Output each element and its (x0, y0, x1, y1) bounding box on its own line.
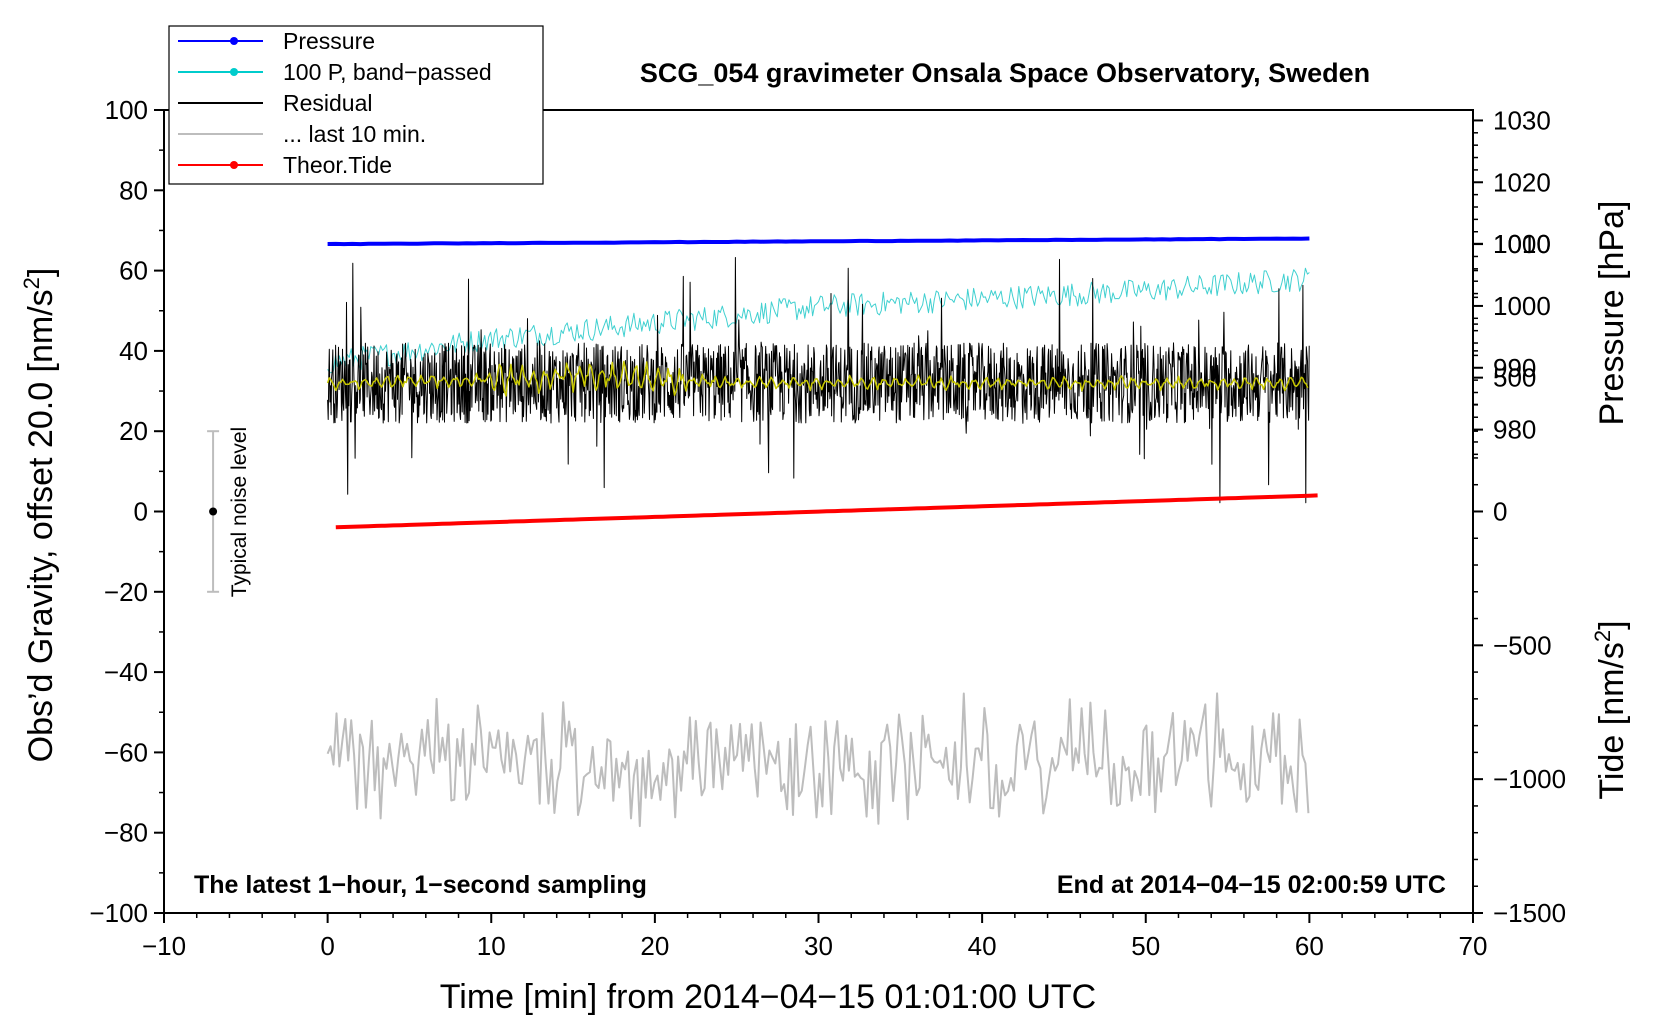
y-axis-label-main-text: Obs’d Gravity, offset 20.0 [nm/s (22, 289, 60, 762)
tide-tick-label: 0 (1493, 496, 1507, 526)
tide-tick-label: 500 (1493, 363, 1536, 393)
pressure-tick-label: 990 (1493, 353, 1536, 383)
legend-box (168, 25, 544, 185)
series-layer (326, 236, 1318, 828)
legend-label: 100 P, band−passed (283, 59, 492, 85)
pressure-tick-label: 1010 (1493, 229, 1551, 259)
x-tick-label: 70 (1459, 931, 1488, 961)
x-tick-label: 30 (804, 931, 833, 961)
y-tick-label: −100 (89, 898, 148, 928)
pressure-tick-label: 980 (1493, 415, 1536, 445)
y-axis-label-tide-exp: 2 (1590, 630, 1615, 642)
legend-marker (230, 68, 238, 76)
legend-label: Theor.Tide (283, 152, 392, 178)
y-tick-label: 100 (105, 95, 148, 125)
legend-label: Residual (283, 90, 373, 116)
pressure-tick-label: 1030 (1493, 105, 1551, 135)
x-tick-label: 0 (320, 931, 334, 961)
y-axis-label-tide: Tide [nm/s2] (1590, 620, 1631, 799)
noise-bar-center-dot (209, 507, 218, 516)
x-tick-label: 40 (968, 931, 997, 961)
legend: Pressure 100 P, band−passed Residual ... la… (168, 25, 544, 185)
x-tick-label: 50 (1131, 931, 1160, 961)
y-tick-label: 20 (119, 416, 148, 446)
tide-tick-label: −1500 (1493, 898, 1566, 928)
legend-label: ... last 10 min. (283, 121, 426, 147)
y-axis-label-main-close: ] (22, 268, 60, 277)
series-pressure (327, 236, 1310, 247)
y-tick-label: −80 (104, 818, 148, 848)
legend-label: Pressure (283, 28, 375, 54)
x-tick-label: 20 (640, 931, 669, 961)
tide-tick-label: −500 (1493, 630, 1552, 660)
y-tick-label: 40 (119, 336, 148, 366)
pressure-tick-label: 1020 (1493, 167, 1551, 197)
legend-marker (230, 161, 238, 169)
series-last-10-min (326, 692, 1310, 828)
y-tick-label: −40 (104, 657, 148, 687)
series-residual-smoothed (326, 360, 1309, 397)
tide-tick-label: 1000 (1493, 229, 1551, 259)
y-tick-label: 0 (134, 497, 148, 527)
axis-layer: −10 0 10 20 30 40 50 60 70100806040200−20−40−60−… (89, 95, 1566, 961)
chart-title: SCG_054 gravimeter Onsala Space Observat… (640, 58, 1370, 88)
y-axis-label-main-exp: 2 (19, 277, 44, 289)
legend-marker (230, 37, 238, 45)
x-tick-label: 10 (477, 931, 506, 961)
y-tick-label: −20 (104, 577, 148, 607)
legend-items: Pressure 100 P, band−passed Residual ... la… (178, 28, 492, 178)
annotation-end-time: End at 2014−04−15 02:00:59 UTC (1057, 871, 1446, 899)
annotation-sampling: The latest 1−hour, 1−second sampling (194, 871, 647, 899)
series-band-passed (327, 267, 1310, 374)
x-tick-label: 60 (1295, 931, 1324, 961)
tide-tick-label: −1000 (1493, 764, 1566, 794)
series-theor-tide (335, 493, 1318, 530)
pressure-tick-label: 1000 (1493, 291, 1551, 321)
x-tick-label: −10 (142, 931, 186, 961)
y-tick-label: −60 (104, 737, 148, 767)
y-tick-label: 80 (119, 175, 148, 205)
noise-level-label: Typical noise level (228, 427, 251, 597)
y-axis-label-pressure: Pressure [hPa] (1593, 201, 1631, 426)
y-axis-label-tide-text: Tide [nm/s (1593, 642, 1631, 799)
y-tick-label: 60 (119, 256, 148, 286)
x-axis-label: Time [min] from 2014−04−15 01:01:00 UTC (440, 978, 1096, 1016)
y-axis-label-main: Obs’d Gravity, offset 20.0 [nm/s2] (19, 268, 60, 763)
y-axis-label-tide-close: ] (1593, 620, 1631, 629)
noise-bar (207, 430, 220, 593)
